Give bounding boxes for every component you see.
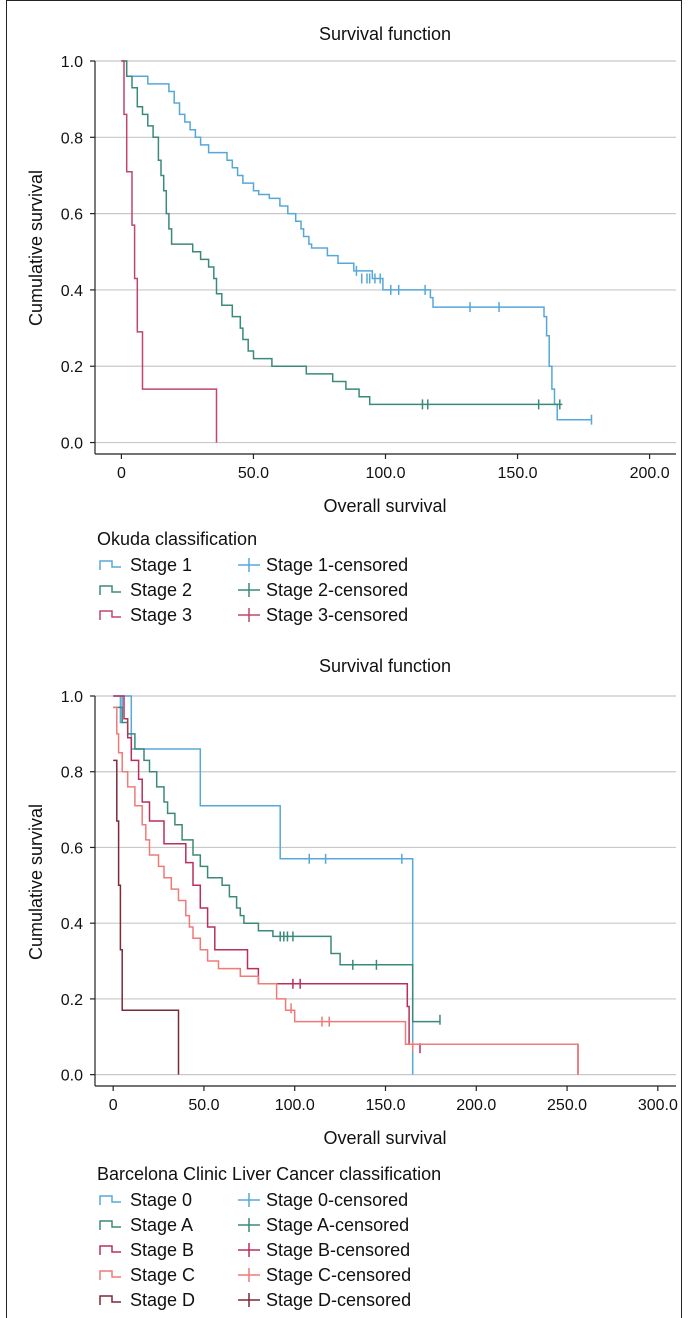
stage-a-censored-legend-label: Stage A-censored	[266, 1215, 409, 1235]
bclc-survival-chart: Survival function 0.0 0.2 0.4 0.6 0.8 1.0 0 50.…	[26, 656, 678, 1310]
y-tick-label: 1.0	[61, 54, 83, 71]
stage-b-censored-legend-swatch	[238, 1243, 260, 1257]
x-tick-label: 200.0	[630, 465, 670, 482]
stage-1-censored-legend-swatch	[238, 558, 260, 572]
stage-2-legend-swatch	[99, 585, 121, 595]
stage-1-legend-label: Stage 1	[130, 555, 192, 575]
okuda-survival-chart: Survival function 0.0 0.2 0.4 0.6 0.8 1.0 0 50.…	[26, 24, 676, 625]
stage-2-censored-legend-swatch	[238, 583, 260, 597]
stage-a-legend-label: Stage A	[130, 1215, 193, 1235]
stage-c-censored-legend-swatch	[238, 1268, 260, 1282]
y-tick-label: 0.0	[61, 1068, 83, 1085]
y-tick-label: 0.2	[61, 359, 83, 376]
y-tick-label: 0.4	[61, 916, 83, 933]
stage-c-legend-swatch	[99, 1270, 121, 1280]
stage-2-curve	[121, 60, 563, 406]
stage-d-legend-label: Stage D	[130, 1290, 195, 1310]
x-tick-label: 150.0	[498, 465, 538, 482]
y-tick-label: 0.8	[61, 765, 83, 782]
legend-title: Barcelona Clinic Liver Cancer classifica…	[97, 1164, 441, 1184]
stage-a-legend-swatch	[99, 1220, 121, 1230]
stage-b-legend-label: Stage B	[130, 1240, 194, 1260]
stage-d-censored-legend-swatch	[238, 1293, 260, 1307]
legend-title: Okuda classification	[97, 529, 257, 549]
stage-0-curve	[113, 695, 414, 1075]
stage-b-curve	[113, 695, 579, 1075]
y-tick-label: 0.8	[61, 130, 83, 147]
chart-title: Survival function	[319, 24, 451, 44]
y-tick-label: 0.6	[61, 207, 83, 224]
stage-2-censored-legend-label: Stage 2-censored	[266, 580, 408, 600]
y-tick-label: 0.2	[61, 992, 83, 1009]
stage-1-legend-swatch	[99, 560, 121, 570]
stage-0-legend-label: Stage 0	[130, 1190, 192, 1210]
stage-3-curve	[121, 60, 218, 443]
x-tick-label: 300.0	[638, 1097, 678, 1114]
stage-0-censored-legend-swatch	[238, 1193, 260, 1207]
stage-3-legend-label: Stage 3	[130, 605, 192, 625]
stage-3-censored-legend-label: Stage 3-censored	[266, 605, 408, 625]
stage-a-censored-legend-swatch	[238, 1218, 260, 1232]
y-axis-label: Cumulative survival	[26, 804, 46, 960]
stage-1-curve	[121, 60, 592, 421]
stage-d-legend-swatch	[99, 1295, 121, 1305]
stage-c-legend-label: Stage C	[130, 1265, 195, 1285]
stage-d-censored-legend-label: Stage D-censored	[266, 1290, 411, 1310]
x-tick-label: 50.0	[188, 1097, 219, 1114]
x-tick-label: 200.0	[456, 1097, 496, 1114]
x-tick-label: 150.0	[365, 1097, 405, 1114]
stage-0-censored-legend-label: Stage 0-censored	[266, 1190, 408, 1210]
y-tick-label: 0.0	[61, 436, 83, 453]
stage-d-curve	[113, 759, 180, 1075]
x-tick-label: 100.0	[365, 465, 405, 482]
stage-a-curve	[113, 706, 440, 1023]
stage-3-censored-legend-swatch	[238, 608, 260, 622]
chart-title: Survival function	[319, 656, 451, 676]
x-tick-label: 0	[117, 465, 126, 482]
stage-2-legend-label: Stage 2	[130, 580, 192, 600]
stage-0-legend-swatch	[99, 1195, 121, 1205]
stage-3-legend-swatch	[99, 610, 121, 620]
x-tick-label: 0	[109, 1097, 118, 1114]
y-tick-label: 0.4	[61, 283, 83, 300]
y-axis-label: Cumulative survival	[26, 170, 46, 326]
y-tick-label: 1.0	[61, 689, 83, 706]
stage-1-censored-legend-label: Stage 1-censored	[266, 555, 408, 575]
x-tick-label: 50.0	[238, 465, 269, 482]
x-tick-label: 100.0	[275, 1097, 315, 1114]
y-tick-label: 0.6	[61, 840, 83, 857]
stage-b-censored-legend-label: Stage B-censored	[266, 1240, 410, 1260]
stage-c-censored-legend-label: Stage C-censored	[266, 1265, 411, 1285]
stage-b-legend-swatch	[99, 1245, 121, 1255]
x-axis-label: Overall survival	[323, 1128, 446, 1148]
stage-c-curve	[113, 706, 579, 1075]
x-tick-label: 250.0	[547, 1097, 587, 1114]
x-axis-label: Overall survival	[323, 496, 446, 516]
figure-frame	[6, 0, 682, 1318]
